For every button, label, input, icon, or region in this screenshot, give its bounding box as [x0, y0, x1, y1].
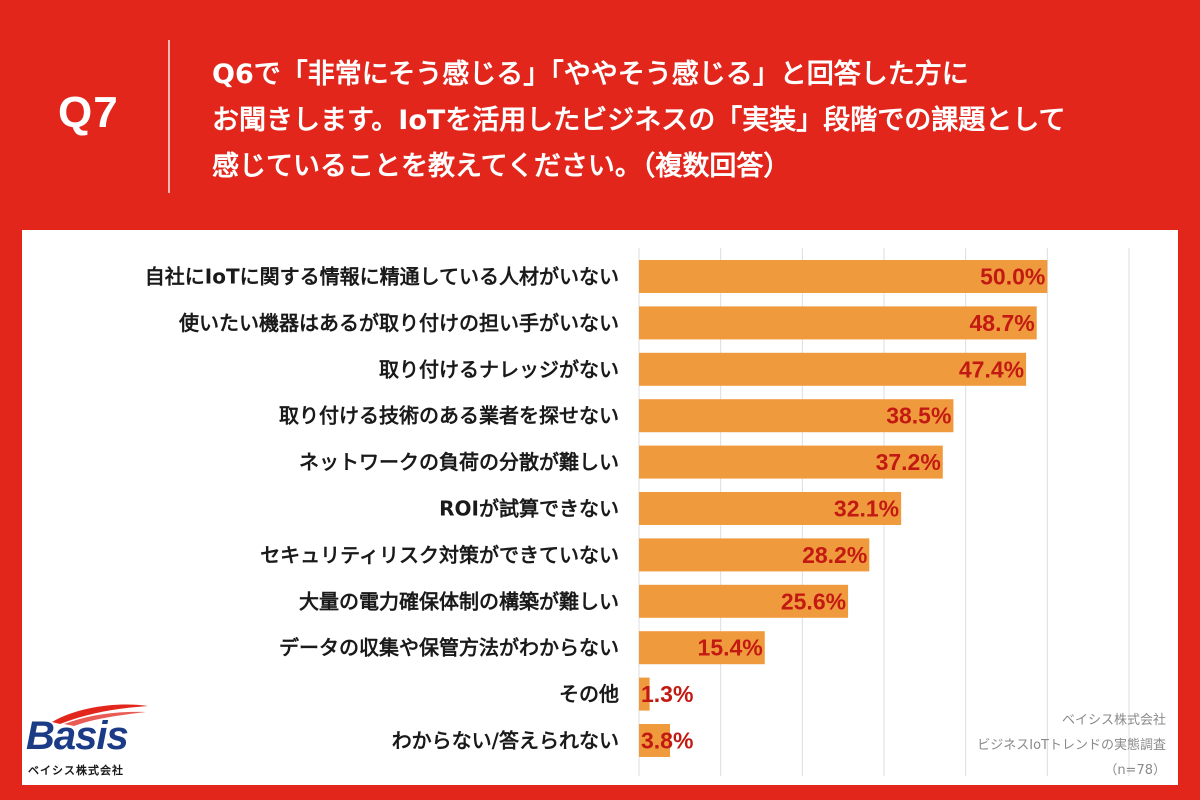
category-label: 大量の電力確保体制の構築が難しい: [299, 589, 619, 613]
category-label: ネットワークの負荷の分散が難しい: [299, 450, 619, 474]
question-line: 感じていることを教えてください。（複数回答）: [212, 151, 791, 182]
value-label: 32.1%: [834, 496, 899, 522]
swoosh-icon: [52, 704, 148, 726]
category-label: 取り付ける技術のある業者を探せない: [279, 404, 619, 428]
logo-subtitle: ベイシス株式会社: [28, 764, 124, 777]
question-text: Q6で「非常にそう感じる」「ややそう感じる」と回答した方に お聞きします。IoT…: [212, 52, 1172, 190]
category-label: 使いたい機器はあるが取り付けの担い手がいない: [178, 311, 619, 335]
source-survey: ビジネスIoTトレンドの実態調査: [977, 738, 1166, 753]
bar: [639, 538, 870, 572]
question-divider: [168, 40, 170, 193]
source-note: ベイシス株式会社 ビジネスIoTトレンドの実態調査 （n=78）: [977, 708, 1166, 783]
question-line: お聞きします。IoTを活用したビジネスの「実装」段階での課題として: [212, 105, 1066, 136]
bar: [639, 492, 902, 525]
value-label: 48.7%: [969, 310, 1034, 336]
value-label: 25.6%: [781, 588, 846, 614]
value-label: 38.5%: [886, 403, 951, 429]
bar: [639, 584, 849, 618]
chart-panel: 自社にIoTに関する情報に精通している人材がいない 50.0% 使いたい機器はあるが…: [22, 230, 1178, 785]
value-label: 37.2%: [876, 449, 941, 475]
category-label: わからない/答えられない: [392, 729, 619, 753]
value-label: 50.0%: [980, 264, 1045, 290]
value-label: 28.2%: [802, 542, 867, 568]
value-label: 3.8%: [641, 728, 693, 754]
value-label: 15.4%: [698, 635, 763, 661]
bar: [639, 677, 650, 711]
bar: [639, 445, 943, 479]
bar-chart: 自社にIoTに関する情報に精通している人材がいない 50.0% 使いたい機器はあるが…: [145, 248, 1130, 776]
category-label: 取り付けるナレッジがない: [379, 357, 619, 381]
bar: [639, 306, 1037, 340]
question-number: Q7: [58, 88, 119, 137]
bar: [639, 724, 671, 757]
logo-wordmark: Basis: [26, 714, 129, 758]
bar: [639, 260, 1048, 293]
category-label: その他: [559, 682, 619, 706]
question-line: Q6で「非常にそう感じる」「ややそう感じる」と回答した方に: [212, 59, 969, 90]
category-label: データの収集や保管方法がわからない: [279, 636, 619, 660]
category-label: 自社にIoTに関する情報に精通している人材がいない: [145, 265, 619, 289]
source-sample: （n=78）: [1104, 763, 1166, 778]
value-label: 47.4%: [959, 356, 1024, 382]
company-logo: Basis ベイシス株式会社: [20, 700, 170, 790]
category-label: ROIが試算できない: [439, 497, 619, 521]
bar: [639, 399, 954, 433]
bar: [639, 631, 765, 665]
bar: [639, 352, 1027, 386]
value-label: 1.3%: [641, 681, 693, 707]
source-company: ベイシス株式会社: [1061, 713, 1166, 728]
category-label: セキュリティリスク対策ができていない: [260, 543, 619, 567]
